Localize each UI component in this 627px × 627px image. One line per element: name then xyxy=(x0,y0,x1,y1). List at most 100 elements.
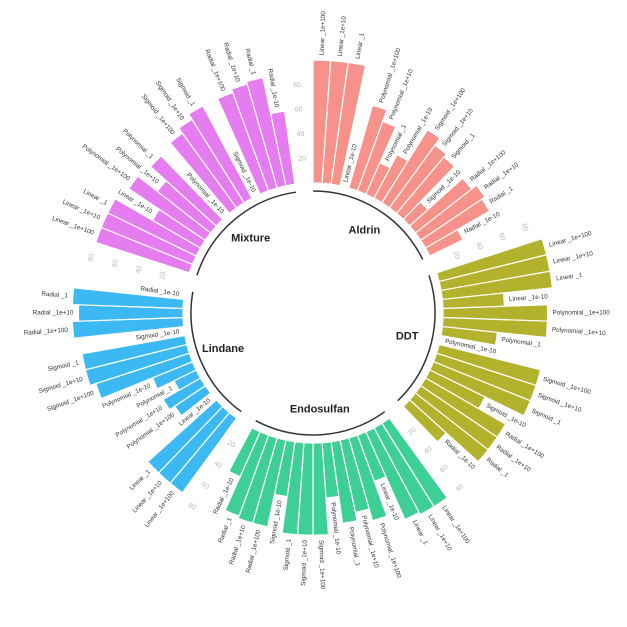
bar-label: Radial _1e+10 xyxy=(222,42,241,83)
bar-label: Radial _1e+10 xyxy=(33,310,74,317)
group-arc xyxy=(196,191,297,276)
tick-label: 40 xyxy=(135,265,144,274)
bar-label: Linear _1 xyxy=(355,32,367,60)
tick-label: 60 xyxy=(439,464,450,474)
bar-label: Linear _1 xyxy=(556,272,583,283)
tick-label: 20 xyxy=(159,271,168,280)
bar-label: Polynomial _1e-10 xyxy=(329,502,341,555)
bar-label: Radial _1 xyxy=(41,291,69,300)
bar-label: Linear _1e+100 xyxy=(319,11,328,56)
bar xyxy=(187,105,253,204)
bar-label: Sigmoid _1 xyxy=(283,538,293,571)
group-label: Endosulfan xyxy=(290,404,350,416)
bar-label: Linear _1 xyxy=(82,188,109,207)
bar xyxy=(71,316,185,339)
tick-label: 20 xyxy=(407,426,418,436)
bar-label: Linear _1e+10 xyxy=(61,199,101,222)
bar-label: Polynomial _1e+10 xyxy=(552,326,607,337)
bar xyxy=(348,434,388,522)
bar-label: Sigmoid _1 xyxy=(530,407,562,426)
bar-label: Radial _1e+100 xyxy=(203,49,226,93)
bar xyxy=(419,198,491,249)
bar xyxy=(162,377,207,411)
tick-label: 20 xyxy=(451,250,460,260)
group-label: Lindane xyxy=(202,343,244,355)
bar xyxy=(71,287,185,310)
bar xyxy=(429,360,532,417)
bar-label: Radial _1 xyxy=(485,457,510,480)
bar xyxy=(269,110,296,187)
tick-label: 80 xyxy=(187,502,197,512)
tick-label: 40 xyxy=(296,131,304,139)
bar xyxy=(149,154,224,227)
group-arc xyxy=(255,411,386,436)
tick-label: 80 xyxy=(455,483,466,493)
bar-label: Sigmoid _1e+100 xyxy=(542,376,592,396)
bar xyxy=(373,422,435,516)
tick-label: 80 xyxy=(293,82,301,90)
bar xyxy=(224,430,270,517)
group-label: DDT xyxy=(396,330,419,342)
bar-label: Polynomial _1e+10 xyxy=(360,515,380,569)
bar-label: Sigmoid _1 xyxy=(47,359,80,373)
bar-label: Linear _1e+100 xyxy=(548,230,593,249)
bar xyxy=(395,156,456,221)
bar-label: Sigmoid _1e+100 xyxy=(46,390,95,414)
bar xyxy=(146,399,224,474)
bar xyxy=(281,441,305,536)
bar xyxy=(440,325,498,346)
tick-label: 60 xyxy=(111,259,120,268)
bar xyxy=(330,61,367,187)
tick-label: 80 xyxy=(520,223,529,233)
group-arc xyxy=(312,190,424,260)
bar-label: Sigmoid _1e+10 xyxy=(38,376,84,395)
tick-label: 60 xyxy=(295,106,303,114)
tick-label: 40 xyxy=(474,241,483,251)
bar-label: Sigmoid _1e+10 xyxy=(300,539,309,585)
bar xyxy=(127,175,212,242)
bar xyxy=(228,426,261,478)
bar-label: Linear _1 xyxy=(128,468,152,492)
tick-label: 80 xyxy=(87,253,96,262)
bar-label: Polynomial _1e+100 xyxy=(378,522,402,579)
bar-label: Polynomial _1 xyxy=(347,527,361,568)
bar xyxy=(365,426,420,521)
bar-label: Radial _1e+100 xyxy=(23,327,68,337)
bar xyxy=(356,120,397,196)
bar-label: Polynomial _1e+100 xyxy=(553,310,611,317)
bar xyxy=(441,316,549,339)
group-label: Aldrin xyxy=(349,225,381,237)
bar xyxy=(424,228,464,257)
bar xyxy=(106,197,202,257)
tick-label: 40 xyxy=(213,460,223,470)
bar-label: Linear _1e-10 xyxy=(509,293,549,303)
bar-label: Linear _1e+100 xyxy=(51,215,95,237)
bar-label: Radial _1 xyxy=(488,185,515,205)
bar xyxy=(330,439,358,525)
bar-label: Sigmoid _1 xyxy=(174,77,196,108)
bar xyxy=(408,392,489,463)
bar xyxy=(402,399,448,443)
bar-label: Linear _1e+10 xyxy=(337,15,348,56)
tick-label: 60 xyxy=(200,481,210,491)
bar xyxy=(440,270,554,301)
tick-label: 40 xyxy=(423,445,434,455)
bar xyxy=(381,128,441,209)
bar-label: Radial _1 xyxy=(217,516,234,544)
bar-label: Linear _1 xyxy=(411,519,429,546)
bar xyxy=(237,434,278,524)
bar-label: Radial _1e+100 xyxy=(245,529,263,574)
tick-label: 20 xyxy=(298,155,306,163)
group-arc xyxy=(190,291,242,413)
group-arc xyxy=(397,275,436,402)
bar xyxy=(414,184,486,242)
bar xyxy=(348,104,388,192)
bar-label: Radial _1 xyxy=(244,48,257,76)
bar-label: Sigmoid _1e+10 xyxy=(537,392,583,414)
bar-label: Polynomial _1 xyxy=(501,336,542,349)
bar xyxy=(245,76,287,189)
tick-label: 60 xyxy=(497,232,506,242)
bar-label: Linear _1e+10 xyxy=(553,250,594,265)
